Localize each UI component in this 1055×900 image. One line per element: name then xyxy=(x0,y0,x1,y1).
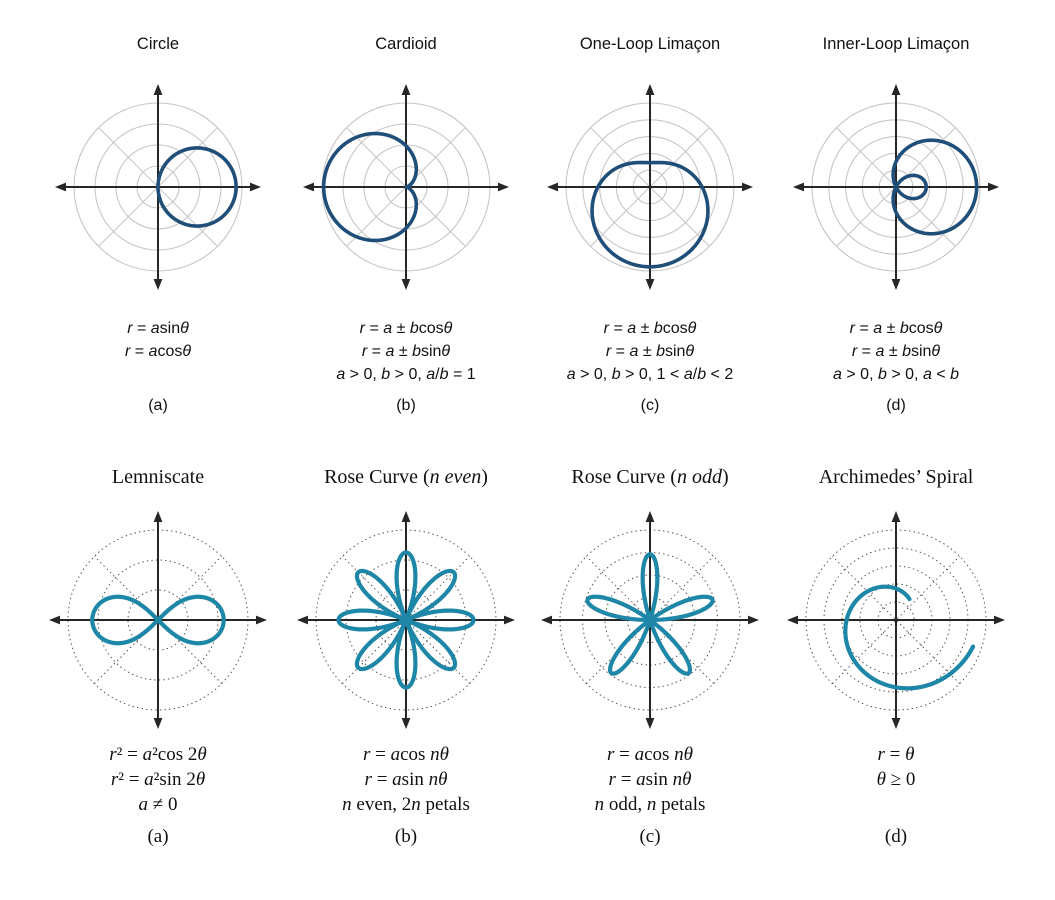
panel-title: Lemniscate xyxy=(111,466,205,488)
panel-rose-odd: Rose Curve (n odd) r = acos nθ r = asin n… xyxy=(532,464,768,848)
equation-line: r = asinθ xyxy=(127,320,189,337)
equation-list: r² = a²cos 2θ r² = a²sin 2θ a ≠ 0 xyxy=(40,742,276,818)
polar-plot-lemniscate xyxy=(49,511,267,729)
polar-plot-rose-even xyxy=(297,511,515,729)
equation-line: r = asin nθ xyxy=(364,769,448,790)
panel-label: (c) xyxy=(639,826,661,847)
equation-line: θ ≥ 0 xyxy=(876,769,916,790)
equation-list: r = a ± bcosθ r = a ± bsinθ a > 0, b > 0, … xyxy=(778,317,1014,387)
polar-plot-cardioid xyxy=(303,84,509,290)
equation-line: r = acos nθ xyxy=(362,744,450,765)
equation-line: a > 0, b > 0, 1 < a/b < 2 xyxy=(566,366,734,383)
polar-plot-circle xyxy=(55,84,261,290)
equation-line: r = a ± bsinθ xyxy=(605,343,695,360)
equation-line: r = a ± bcosθ xyxy=(603,320,697,337)
panel-label: (b) xyxy=(396,397,416,414)
panel-archimedes-spiral: Archimedes’ Spiral r = θ θ ≥ 0 (d) xyxy=(778,464,1014,848)
panel-title: Rose Curve (n even) xyxy=(324,466,488,488)
equation-list: r = θ θ ≥ 0 xyxy=(778,742,1014,818)
panel-label: (c) xyxy=(640,397,660,414)
equation-line: r² = a²sin 2θ xyxy=(110,769,206,790)
equation-list: r = acos nθ r = asin nθ n even, 2n petals xyxy=(288,742,524,818)
polar-plot-inner-loop-limacon xyxy=(793,84,999,290)
panel-lemniscate: Lemniscate r² = a²cos 2θ r² = a²sin 2θ a ≠… xyxy=(40,464,276,848)
panel-title: Archimedes’ Spiral xyxy=(818,466,974,488)
equation-list: r = a ± bcosθ r = a ± bsinθ a > 0, b > 0, … xyxy=(288,317,524,387)
equation-line: r = a ± bsinθ xyxy=(851,343,941,360)
polar-plot-one-loop-limacon xyxy=(547,84,753,290)
equation-line: r = a ± bcosθ xyxy=(849,320,943,337)
panel-title: Circle xyxy=(136,35,180,53)
panel-label: (b) xyxy=(394,826,418,847)
equation-list: r = acos nθ r = asin nθ n odd, n petals xyxy=(532,742,768,818)
panel-title: Inner-Loop Limaçon xyxy=(822,35,970,53)
panel-one-loop-limacon: One-Loop Limaçon r = a ± bcosθ r = a ± bs… xyxy=(532,33,768,415)
equation-line: n odd, n petals xyxy=(594,794,706,815)
panel-inner-loop-limacon: Inner-Loop Limaçon r = a ± bcosθ r = a ± … xyxy=(778,33,1014,415)
panel-label: (a) xyxy=(148,397,168,414)
equation-line: r² = a²cos 2θ xyxy=(109,744,207,765)
equation-line: r = acos nθ xyxy=(606,744,694,765)
equation-line: a > 0, b > 0, a < b xyxy=(833,366,959,383)
panel-title: Rose Curve (n odd) xyxy=(571,466,729,488)
panel-title: One-Loop Limaçon xyxy=(579,35,721,53)
equation-line: r = asin nθ xyxy=(608,769,692,790)
equation-line: n even, 2n petals xyxy=(342,794,470,815)
panel-cardioid: Cardioid r = a ± bcosθ r = a ± bsinθ a > 0… xyxy=(288,33,524,415)
equation-line: r = a ± bsinθ xyxy=(361,343,451,360)
equation-line: r = acosθ xyxy=(124,343,192,360)
panel-label: (d) xyxy=(884,826,908,847)
panel-circle: Circle r = asinθ r = acosθ (a) xyxy=(40,33,276,415)
polar-plot-rose-odd xyxy=(541,511,759,729)
equation-line: r = a ± bcosθ xyxy=(359,320,453,337)
equation-list: r = a ± bcosθ r = a ± bsinθ a > 0, b > 0, … xyxy=(532,317,768,387)
panel-title: Cardioid xyxy=(375,35,437,53)
polar-plot-archimedes-spiral xyxy=(787,511,1005,729)
equation-line: a > 0, b > 0, a/b = 1 xyxy=(336,366,476,383)
panel-label: (d) xyxy=(886,397,906,414)
panel-rose-even: Rose Curve (n even) r = acos nθ r = asin … xyxy=(288,464,524,848)
equation-list: r = asinθ r = acosθ xyxy=(40,317,276,387)
equation-line: r = θ xyxy=(877,744,915,765)
panel-label: (a) xyxy=(147,826,169,847)
equation-line: a ≠ 0 xyxy=(138,794,178,815)
